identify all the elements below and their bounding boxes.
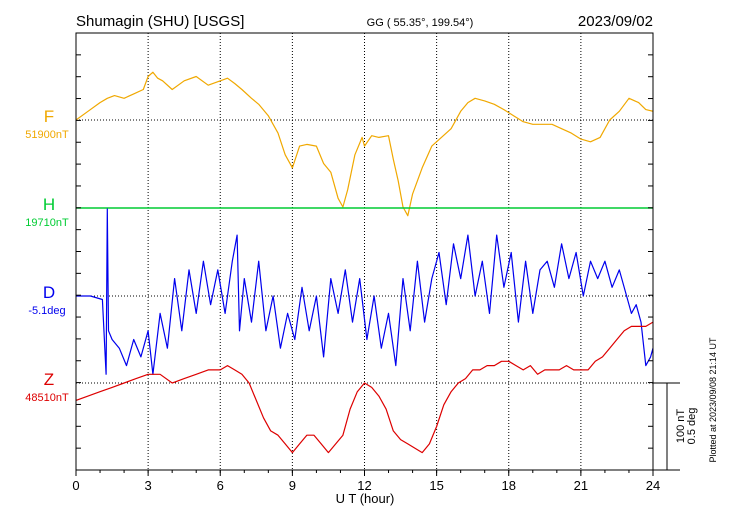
series-name-F: F xyxy=(44,107,54,126)
x-tick-label: 12 xyxy=(357,478,371,493)
series-baseline-F: 51900nT xyxy=(25,129,69,141)
scale-deg-label: 0.5 deg xyxy=(686,408,698,445)
x-tick-label: 21 xyxy=(574,478,588,493)
series-line-D xyxy=(76,208,653,375)
scale-nt-label: 100 nT xyxy=(675,409,687,444)
plot-frame xyxy=(75,32,654,471)
x-axis-label: U T (hour) xyxy=(336,491,395,506)
series-name-D: D xyxy=(43,283,55,302)
x-axis: 0 3 6 9 12 15 18 21 24 xyxy=(72,32,660,493)
series-labels: F 51900nT H 19710nT D -5.1deg Z 48510nT xyxy=(25,107,69,404)
plotted-at-label: Plotted at 2023/09/08 21:14 UT xyxy=(708,337,718,463)
date-label: 2023/09/02 xyxy=(578,13,653,30)
x-tick-label: 6 xyxy=(217,478,224,493)
x-tick-label: 0 xyxy=(72,478,79,493)
series-name-H: H xyxy=(43,195,55,214)
series-line-F xyxy=(76,71,653,217)
grid xyxy=(76,33,653,470)
series-line-Z xyxy=(76,321,653,454)
scale-bar: 100 nT 0.5 deg xyxy=(653,382,698,471)
coords-label: GG ( 55.35°, 199.54°) xyxy=(367,17,474,29)
series-layer xyxy=(76,71,653,454)
series-baseline-Z: 48510nT xyxy=(25,392,69,404)
x-tick-label: 15 xyxy=(429,478,443,493)
x-tick-label: 24 xyxy=(646,478,660,493)
x-tick-label: 18 xyxy=(502,478,516,493)
series-baseline-H: 19710nT xyxy=(25,217,69,229)
x-tick-label: 3 xyxy=(145,478,152,493)
station-title: Shumagin (SHU) [USGS] xyxy=(76,13,244,30)
series-baseline-D: -5.1deg xyxy=(28,305,65,317)
x-tick-label: 9 xyxy=(289,478,296,493)
series-name-Z: Z xyxy=(44,370,54,389)
